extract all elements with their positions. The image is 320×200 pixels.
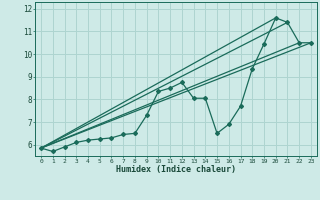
X-axis label: Humidex (Indice chaleur): Humidex (Indice chaleur): [116, 165, 236, 174]
